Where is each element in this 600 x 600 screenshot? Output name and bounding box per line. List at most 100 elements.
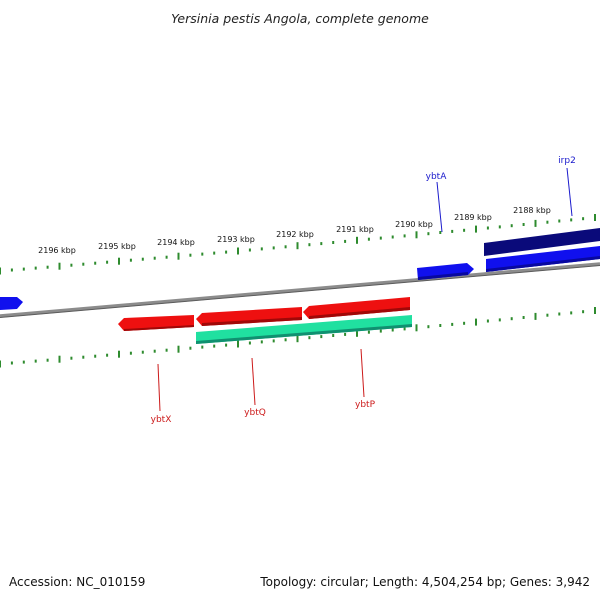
lower-minor-tick <box>213 344 216 348</box>
lower-minor-tick <box>10 361 13 365</box>
lower-minor-tick <box>439 324 442 327</box>
lower-minor-tick <box>46 358 49 362</box>
upper-major-tick <box>177 252 180 260</box>
lower-minor-tick <box>570 311 573 315</box>
lower-major-tick <box>0 360 1 368</box>
upper-minor-tick <box>10 268 13 272</box>
scale-label-2190: 2190 kbp <box>395 220 433 229</box>
upper-major-tick <box>118 257 120 265</box>
lower-minor-tick <box>248 341 251 345</box>
upper-minor-tick <box>498 225 501 229</box>
upper-major-tick <box>415 231 418 239</box>
upper-major-tick <box>356 236 358 244</box>
lower-minor-tick <box>141 350 144 354</box>
scale-label-2188: 2188 kbp <box>513 206 551 215</box>
upper-minor-tick <box>510 224 513 228</box>
lower-minor-tick <box>546 313 549 317</box>
accession-text: Accession: NC_010159 <box>9 575 145 589</box>
map-title: Yersinia pestis Angola, complete genome <box>171 11 429 26</box>
lower-minor-tick <box>344 332 347 336</box>
upper-minor-tick <box>367 237 370 241</box>
lower-minor-tick <box>391 328 394 332</box>
upper-minor-tick <box>34 266 37 270</box>
lower-minor-tick <box>284 338 287 342</box>
gene-labels: ybtA irp2 ybtX ybtQ ybtP <box>151 156 576 425</box>
lower-minor-tick <box>403 327 406 331</box>
scale-label-2192: 2192 kbp <box>276 230 314 239</box>
upper-minor-tick <box>379 236 382 240</box>
lower-minor-tick <box>510 317 513 321</box>
lower-minor-tick <box>189 346 192 350</box>
upper-minor-tick <box>558 219 561 223</box>
lower-minor-tick <box>463 321 466 325</box>
lower-minor-tick <box>451 322 454 326</box>
gene-irp2[interactable] <box>486 246 600 272</box>
lower-minor-tick <box>153 349 156 353</box>
lower-minor-tick <box>498 318 501 322</box>
upper-minor-tick <box>391 235 394 239</box>
gene-ybtP[interactable] <box>303 297 410 319</box>
upper-minor-tick <box>82 262 85 266</box>
upper-minor-tick <box>129 258 132 262</box>
lower-minor-tick <box>558 312 561 316</box>
lower-major-tick <box>534 312 537 320</box>
upper-minor-tick <box>153 256 156 260</box>
lower-minor-tick <box>225 343 228 347</box>
gene-label-ybtQ: ybtQ <box>244 408 266 418</box>
gene-label-ybtA: ybtA <box>426 172 448 182</box>
upper-minor-tick <box>522 223 525 226</box>
lower-minor-tick <box>106 353 109 357</box>
lower-major-tick <box>356 329 358 337</box>
scale-label-2193: 2193 kbp <box>217 235 255 244</box>
genome-summary-text: Topology: circular; Length: 4,504,254 bp… <box>259 575 590 589</box>
scale-label-2195: 2195 kbp <box>98 242 136 251</box>
lower-minor-tick <box>82 355 85 359</box>
lower-major-tick <box>58 355 61 363</box>
lower-minor-tick <box>260 340 263 344</box>
upper-minor-tick <box>225 250 228 254</box>
upper-minor-tick <box>22 267 25 271</box>
scale-labels: 2196 kbp 2195 kbp 2194 kbp 2193 kbp 2192… <box>38 206 551 255</box>
upper-minor-tick <box>486 226 489 230</box>
gene-arrow-left-edge[interactable] <box>0 297 23 310</box>
scale-label-2189: 2189 kbp <box>454 213 492 222</box>
scale-label-2191: 2191 kbp <box>336 225 374 234</box>
lower-minor-tick <box>272 339 275 343</box>
upper-minor-tick <box>94 261 97 265</box>
upper-major-tick <box>0 267 1 275</box>
forward-genes <box>0 228 600 310</box>
lower-minor-tick <box>332 334 335 337</box>
lower-major-tick <box>296 335 299 343</box>
upper-minor-tick <box>272 246 275 250</box>
lower-minor-tick <box>427 325 430 329</box>
genome-backbone <box>0 262 600 318</box>
lower-minor-tick <box>94 354 97 358</box>
gene-label-irp2: irp2 <box>558 156 576 166</box>
lower-scale-ticks <box>0 307 596 368</box>
reverse-genes <box>118 297 412 344</box>
lower-minor-tick <box>308 336 311 340</box>
scale-label-2196: 2196 kbp <box>38 246 76 255</box>
upper-minor-tick <box>165 255 168 259</box>
lower-minor-tick <box>70 356 73 360</box>
upper-minor-tick <box>403 234 406 238</box>
upper-minor-tick <box>213 251 216 255</box>
upper-minor-tick <box>248 248 251 252</box>
upper-minor-tick <box>582 217 585 221</box>
lower-minor-tick <box>582 310 585 314</box>
upper-minor-tick <box>344 239 347 243</box>
upper-minor-tick <box>260 247 263 251</box>
lower-minor-tick <box>165 348 168 352</box>
upper-scale-ticks <box>0 214 596 275</box>
upper-major-tick <box>296 242 299 250</box>
lower-minor-tick <box>22 360 25 364</box>
lower-minor-tick <box>129 351 132 355</box>
upper-minor-tick <box>70 263 73 267</box>
upper-minor-tick <box>308 243 311 247</box>
upper-minor-tick <box>106 260 109 264</box>
lower-minor-tick <box>486 319 489 323</box>
gene-irp2-dark[interactable] <box>484 228 600 256</box>
upper-minor-tick <box>463 228 466 232</box>
upper-minor-tick <box>320 242 323 246</box>
